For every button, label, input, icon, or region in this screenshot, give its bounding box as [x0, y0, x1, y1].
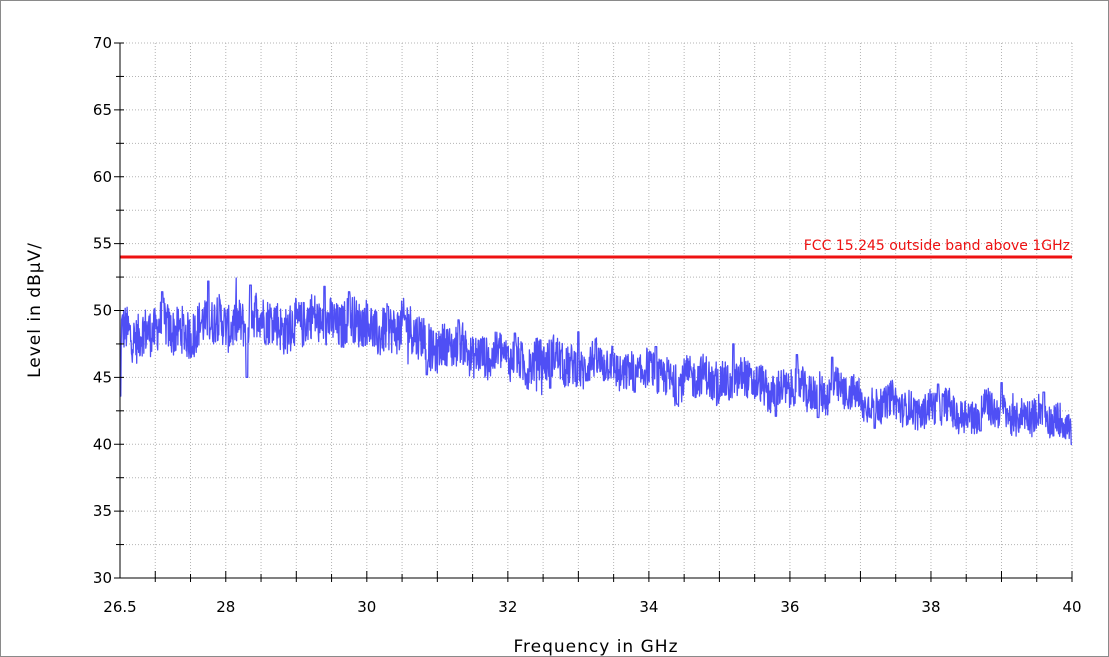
y-axis-title: Level in dBµV/ [25, 242, 45, 378]
y-tick-label: 60 [93, 168, 112, 186]
x-axis-title: Frequency in GHz [513, 637, 678, 657]
y-tick-label: 65 [93, 101, 112, 119]
x-tick-label: 32 [498, 598, 517, 616]
x-tick-label: 28 [216, 598, 235, 616]
measurement-trace [119, 277, 1073, 445]
y-tick-label: 50 [93, 302, 112, 320]
y-tick-label: 30 [93, 569, 112, 587]
trace-layer [119, 277, 1073, 445]
y-tick-label: 40 [93, 435, 112, 453]
limit-line-label: FCC 15.245 outside band above 1GHz [804, 238, 1070, 254]
x-tick-label: 36 [780, 598, 799, 616]
x-tick-label: 40 [1062, 598, 1081, 616]
y-tick-label: 70 [93, 34, 112, 52]
y-tick-label: 45 [93, 368, 112, 386]
x-tick-label: 34 [639, 598, 658, 616]
x-tick-label: 38 [921, 598, 940, 616]
y-tick-label: 35 [93, 502, 112, 520]
x-tick-label: 26.5 [103, 598, 136, 616]
axis-layer [114, 42, 1073, 582]
limit-layer: FCC 15.245 outside band above 1GHz [120, 238, 1072, 259]
y-tick-label: 55 [93, 235, 112, 253]
label-layer: 30 35 40 45 50 55 60 65 70 26.5 28 30 32 34 36 38 40 [93, 34, 1082, 616]
x-tick-label: 30 [357, 598, 376, 616]
